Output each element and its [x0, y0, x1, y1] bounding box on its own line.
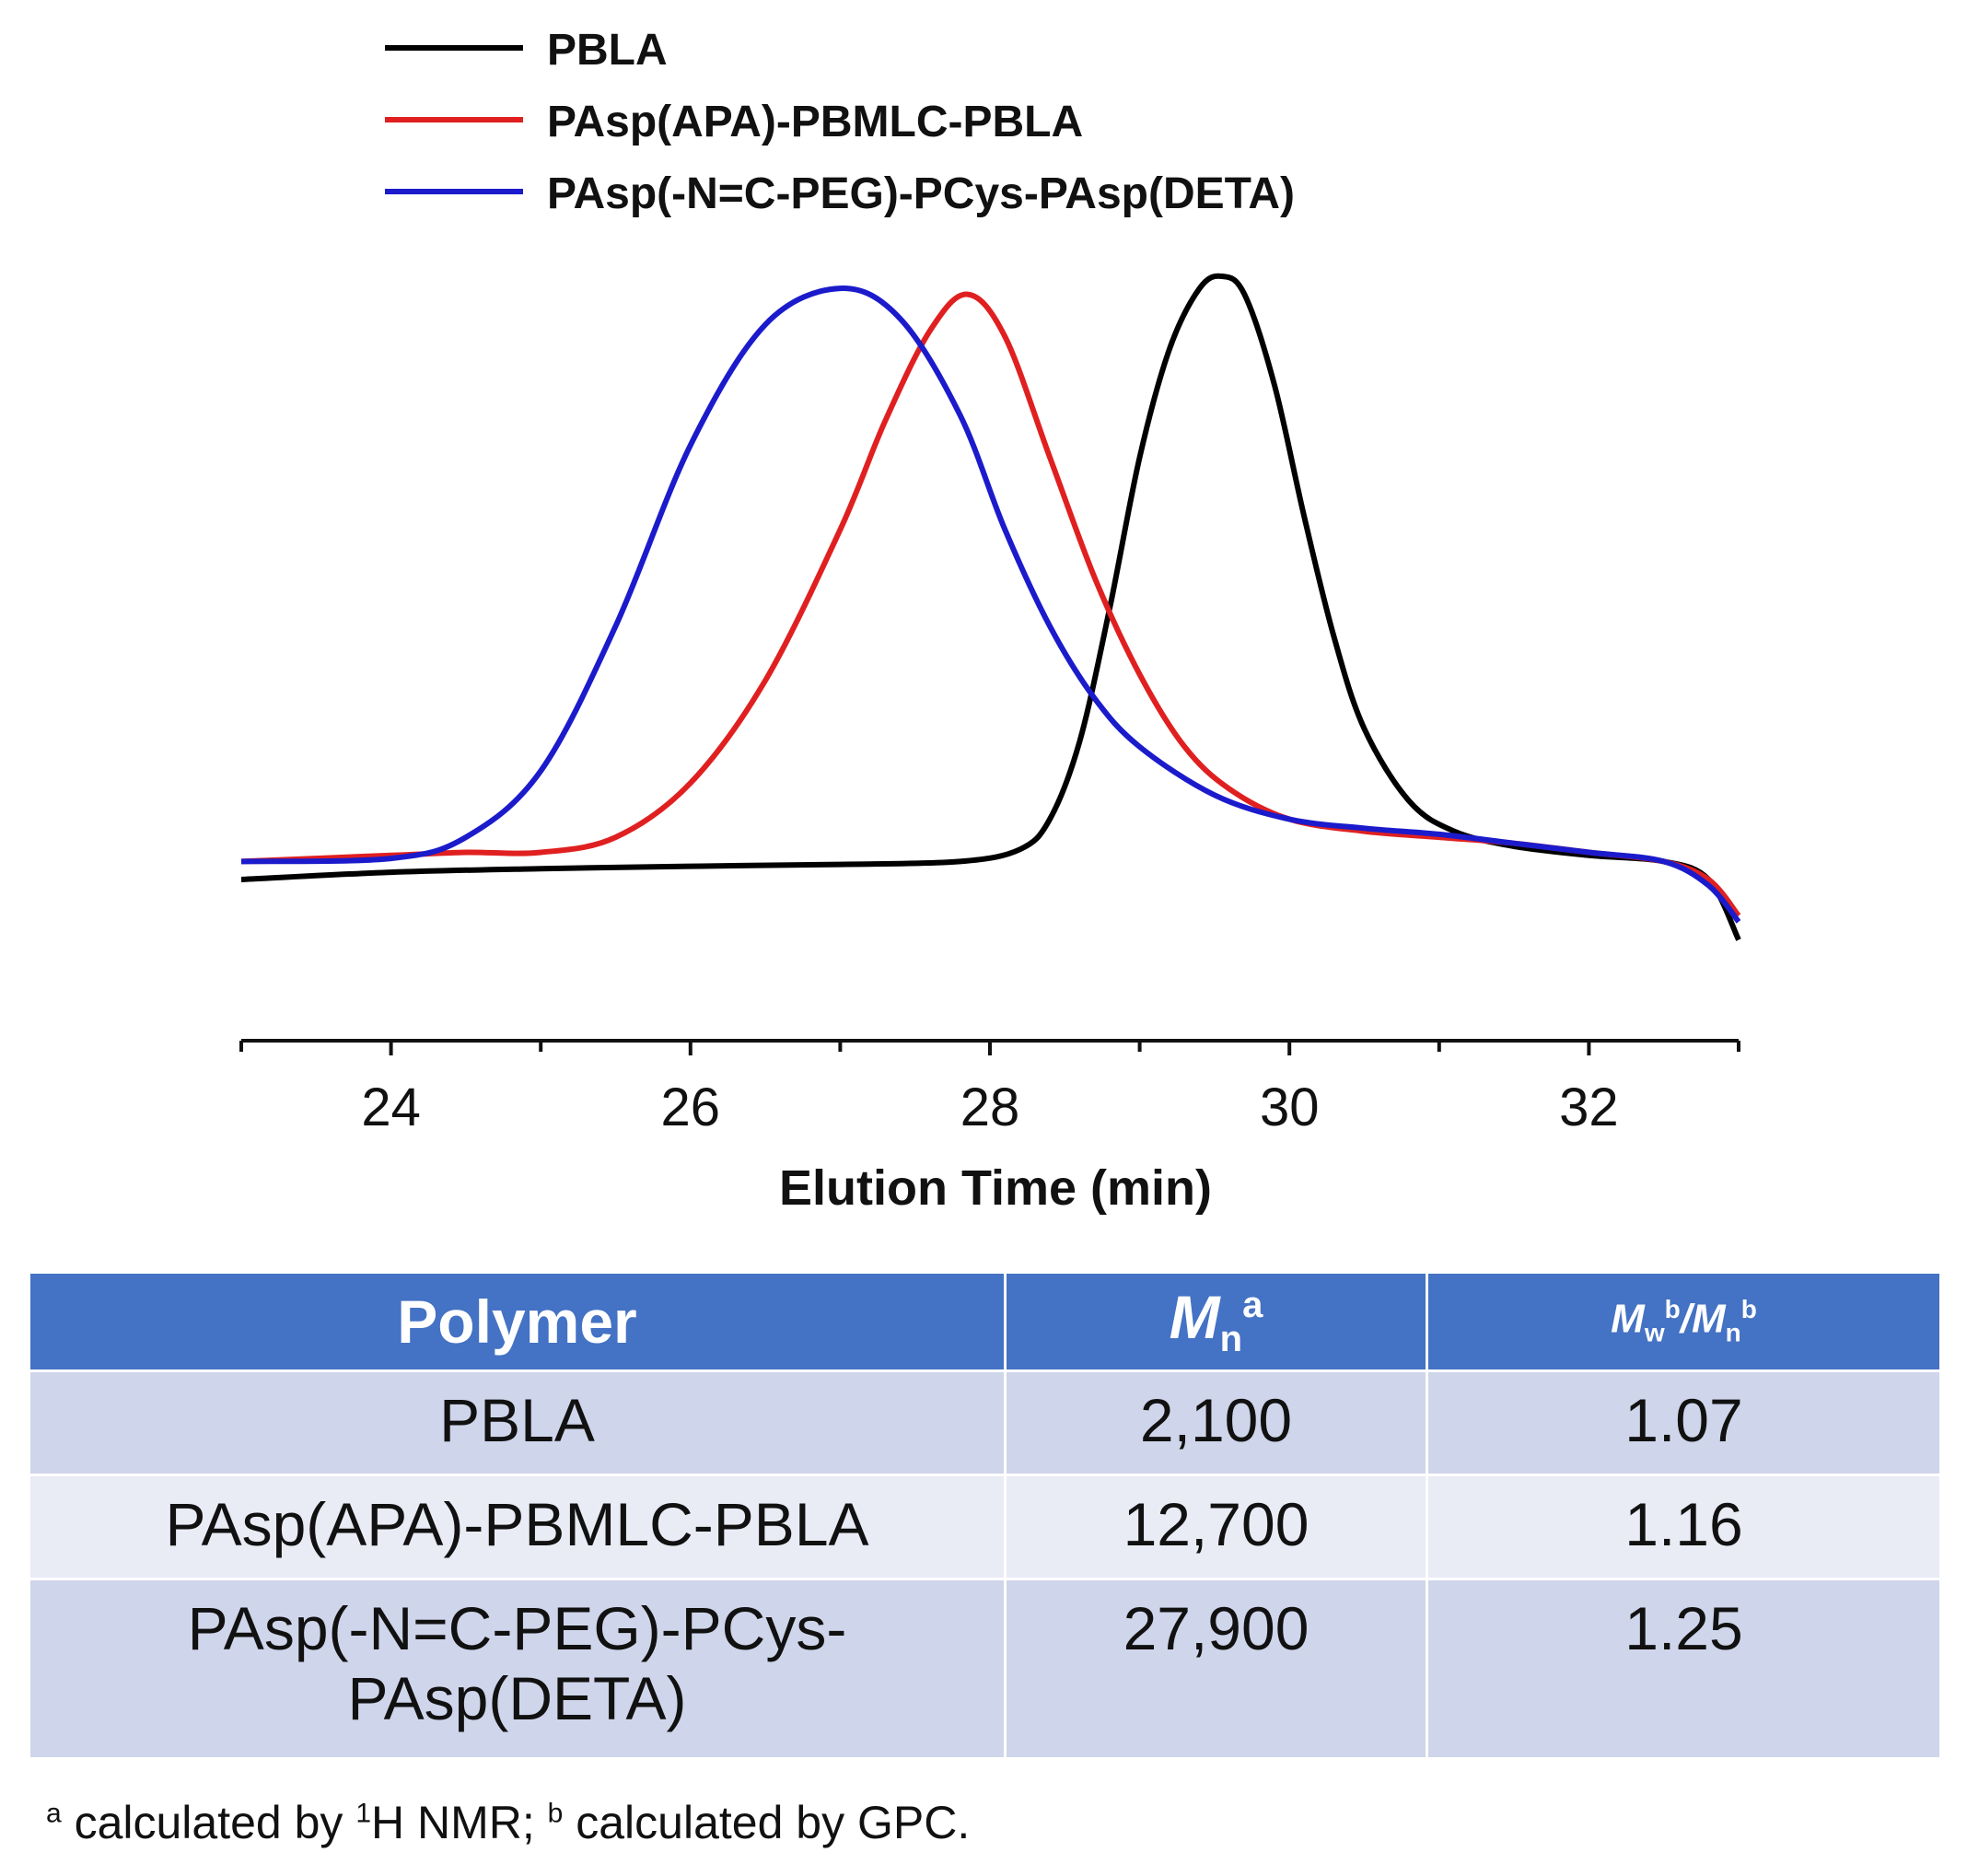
x-tick-label: 24 — [361, 1078, 421, 1137]
footnote-a-text-pre: calculated by — [61, 1797, 356, 1848]
x-tick-label: 30 — [1260, 1078, 1320, 1137]
header-mn-sub: n — [1219, 1319, 1243, 1360]
cell-polymer-line2: PAsp(DETA) — [347, 1664, 687, 1732]
header-mn2-sup: b — [1740, 1295, 1757, 1324]
table-footnote: a calculated by 1H NMR; b calculated by … — [46, 1796, 970, 1849]
polymer-table: Polymer Mna Mwb/Mnb PBLA 2,100 1.07 PAsp… — [28, 1271, 1942, 1760]
gpc-chart: PBLA PAsp(APA)-PBMLC-PBLA PAsp(-N=C-PEG)… — [239, 26, 1741, 1216]
table-row: PAsp(-N=C-PEG)-PCys- PAsp(DETA) 27,900 1.… — [28, 1578, 1942, 1760]
table-row: PBLA 2,100 1.07 — [28, 1369, 1942, 1476]
x-tick-label: 32 — [1559, 1078, 1619, 1137]
x-axis-title: Elution Time (min) — [779, 1160, 1212, 1216]
header-dispersity: Mwb/Mnb — [1426, 1271, 1942, 1372]
cell-mn: 2,100 — [1004, 1369, 1428, 1476]
footnote-a-text-post: H NMR; — [371, 1797, 548, 1848]
table-row: PAsp(APA)-PBMLC-PBLA 12,700 1.16 — [28, 1474, 1942, 1580]
header-mw-sup: b — [1664, 1295, 1681, 1324]
header-mn-symbol: M — [1169, 1283, 1220, 1352]
footnote-b-text: calculated by GPC. — [563, 1797, 971, 1848]
header-mw-symbol: M — [1611, 1296, 1645, 1342]
header-mn2-symbol: M — [1691, 1296, 1726, 1342]
footnote-a-mark: a — [46, 1798, 62, 1829]
plot-lines — [240, 273, 1741, 941]
cell-polymer: PBLA — [28, 1369, 1007, 1476]
cell-pdi: 1.25 — [1426, 1578, 1942, 1760]
header-mw-sub: w — [1644, 1318, 1665, 1347]
footnote-b-mark: b — [547, 1798, 564, 1829]
header-slash: / — [1680, 1296, 1692, 1342]
cell-polymer: PAsp(-N=C-PEG)-PCys- PAsp(DETA) — [28, 1578, 1007, 1760]
legend-label-pasp-apa: PAsp(APA)-PBMLC-PBLA — [547, 98, 1083, 146]
x-tick-label: 26 — [661, 1078, 721, 1137]
cell-mn: 27,900 — [1004, 1578, 1428, 1760]
legend-label-pasp-peg: PAsp(-N=C-PEG)-PCys-PAsp(DETA) — [547, 169, 1295, 218]
legend-label-pbla: PBLA — [547, 26, 668, 75]
cell-polymer: PAsp(APA)-PBMLC-PBLA — [28, 1474, 1007, 1580]
footnote-a-iso: 1 — [355, 1798, 372, 1829]
x-tick-label: 28 — [960, 1078, 1020, 1137]
table-header-row: Polymer Mna Mwb/Mnb — [28, 1271, 1942, 1372]
cell-pdi: 1.16 — [1426, 1474, 1942, 1580]
header-mn: Mna — [1004, 1271, 1428, 1372]
header-polymer: Polymer — [28, 1271, 1007, 1372]
chart-legend: PBLA PAsp(APA)-PBMLC-PBLA PAsp(-N=C-PEG)… — [385, 26, 1295, 218]
cell-polymer-line1: PAsp(-N=C-PEG)-PCys- — [187, 1594, 847, 1662]
series-line-2 — [240, 285, 1741, 924]
header-mn-sup: a — [1242, 1285, 1263, 1326]
series-line-1 — [240, 291, 1741, 918]
cell-mn: 12,700 — [1004, 1474, 1428, 1580]
cell-pdi: 1.07 — [1426, 1369, 1942, 1476]
x-axis: 24 26 28 30 32 — [239, 1039, 1740, 1137]
header-mn2-sub: n — [1725, 1318, 1741, 1347]
